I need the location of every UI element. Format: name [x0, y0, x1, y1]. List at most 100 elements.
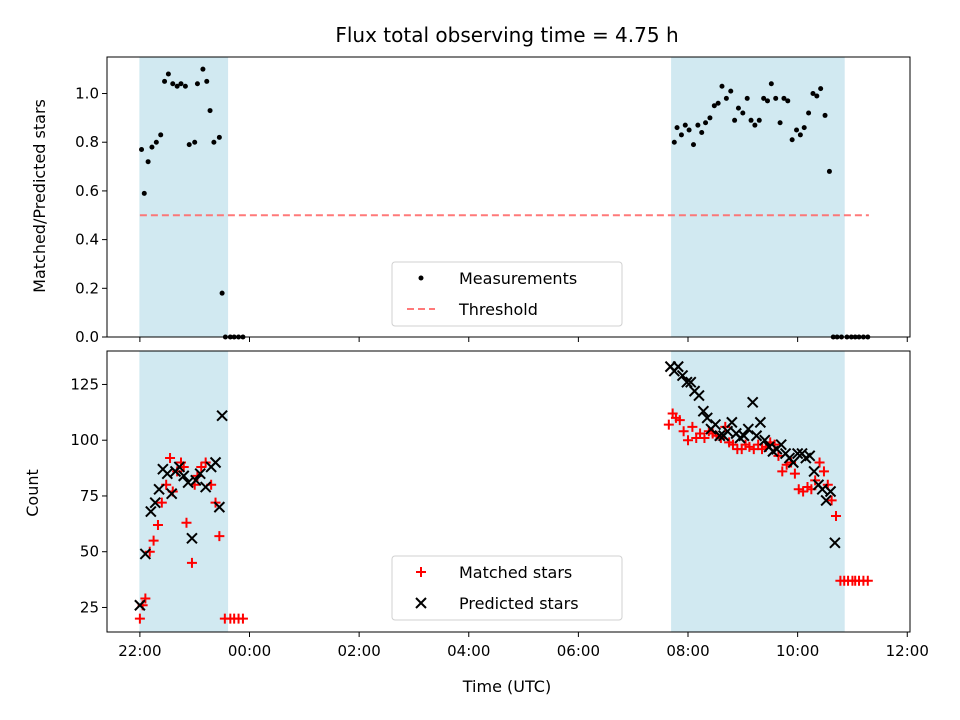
data-point [723, 95, 729, 101]
observing-span [139, 56, 229, 338]
predicted-star-point [803, 450, 816, 462]
data-point [158, 132, 164, 138]
predicted-star-point [161, 467, 174, 480]
data-point [141, 190, 147, 196]
matched-star-point [196, 461, 207, 472]
y-tick-label: 0.8 [75, 133, 99, 151]
matched-star-point [181, 517, 192, 528]
matched-star-point [674, 415, 685, 426]
x-axis-label: Time (UTC) [462, 677, 551, 696]
matched-star-point [678, 426, 689, 437]
y-tick-label: 0.4 [75, 231, 99, 249]
legend: Matched stars Predicted stars [391, 555, 623, 621]
data-point [153, 139, 159, 145]
matched-star-point [695, 428, 706, 439]
predicted-star-point [726, 416, 738, 429]
axes-frame [106, 56, 911, 338]
y-tick-label: 50 [80, 543, 99, 561]
y-tick-label: 25 [80, 598, 99, 616]
data-point [165, 71, 171, 77]
legend-marker [418, 275, 424, 281]
matched-star-point [687, 421, 698, 432]
matched-star-point [699, 432, 710, 443]
data-point [818, 86, 824, 92]
matched-star-point [826, 495, 837, 506]
data-point [162, 78, 168, 84]
legend-marker [415, 597, 427, 609]
data-point [182, 83, 188, 89]
data-point [145, 159, 151, 165]
data-point [216, 134, 222, 140]
data-point [826, 168, 832, 174]
matched-star-point [186, 557, 197, 568]
predicted-star-point [145, 505, 157, 518]
matched-star-point [862, 575, 873, 586]
matched-star-point [148, 535, 159, 546]
data-point [186, 142, 192, 148]
legend-label: Measurements [459, 269, 577, 288]
data-point [756, 117, 762, 123]
matched-star-point [831, 511, 842, 522]
matched-star-point [663, 419, 674, 430]
data-point [192, 139, 198, 145]
matched-star-point [134, 613, 145, 624]
predicted-star-point [820, 494, 832, 507]
predicted-star-point [754, 416, 767, 429]
data-point [806, 110, 812, 116]
x-tick-label: 06:00 [557, 642, 600, 660]
data-point [678, 132, 684, 138]
data-point [728, 88, 734, 94]
matched-star-point [793, 484, 804, 495]
data-point [748, 117, 754, 123]
x-tick-label: 02:00 [338, 642, 381, 660]
data-point [773, 95, 779, 101]
legend-box [391, 555, 623, 621]
predicted-star-point [213, 501, 226, 513]
data-point [752, 122, 758, 128]
y-tick-label: 125 [70, 375, 99, 393]
x-tick-label: 22:00 [118, 642, 161, 660]
data-point [764, 98, 770, 104]
predicted-star-point [672, 360, 684, 373]
matched-star-point [789, 468, 800, 479]
data-point [732, 117, 738, 123]
predicted-star-point [829, 537, 841, 549]
predicted-star-point [721, 425, 734, 437]
data-point [785, 98, 791, 104]
data-point [149, 144, 155, 150]
x-tick-label: 04:00 [447, 642, 490, 660]
data-point [810, 91, 816, 97]
predicted-star-point [190, 474, 202, 487]
predicted-star-point [787, 456, 799, 469]
data-point [740, 110, 746, 116]
data-point [777, 120, 783, 126]
data-point [178, 81, 184, 87]
matched-star-point [156, 497, 167, 508]
y-tick-label: 0.6 [75, 182, 99, 200]
predicted-star-point [194, 467, 206, 480]
legend: Measurements Threshold [391, 261, 623, 327]
predicted-star-point [216, 409, 228, 422]
predicted-star-point [791, 447, 804, 460]
axes-frame [106, 350, 911, 633]
predicted-star-point [178, 470, 190, 482]
data-point [207, 108, 213, 114]
legend-label: Predicted stars [459, 594, 579, 613]
data-point [699, 129, 705, 135]
data-point [711, 103, 717, 109]
predicted-star-point [808, 465, 820, 478]
data-point [200, 66, 206, 72]
data-point [797, 132, 803, 138]
predicted-star-point [816, 483, 829, 495]
data-point [744, 95, 750, 101]
data-point [715, 100, 721, 106]
data-point [686, 127, 692, 133]
data-point [194, 81, 200, 87]
matched-star-point [140, 593, 151, 604]
top-y-axis-label: Matched/Predicted stars [30, 99, 49, 293]
predicted-star-point [209, 456, 222, 469]
data-point [768, 81, 774, 87]
legend-label: Matched stars [459, 563, 572, 582]
y-tick-label: 75 [80, 487, 99, 505]
matched-star-point [165, 453, 176, 464]
